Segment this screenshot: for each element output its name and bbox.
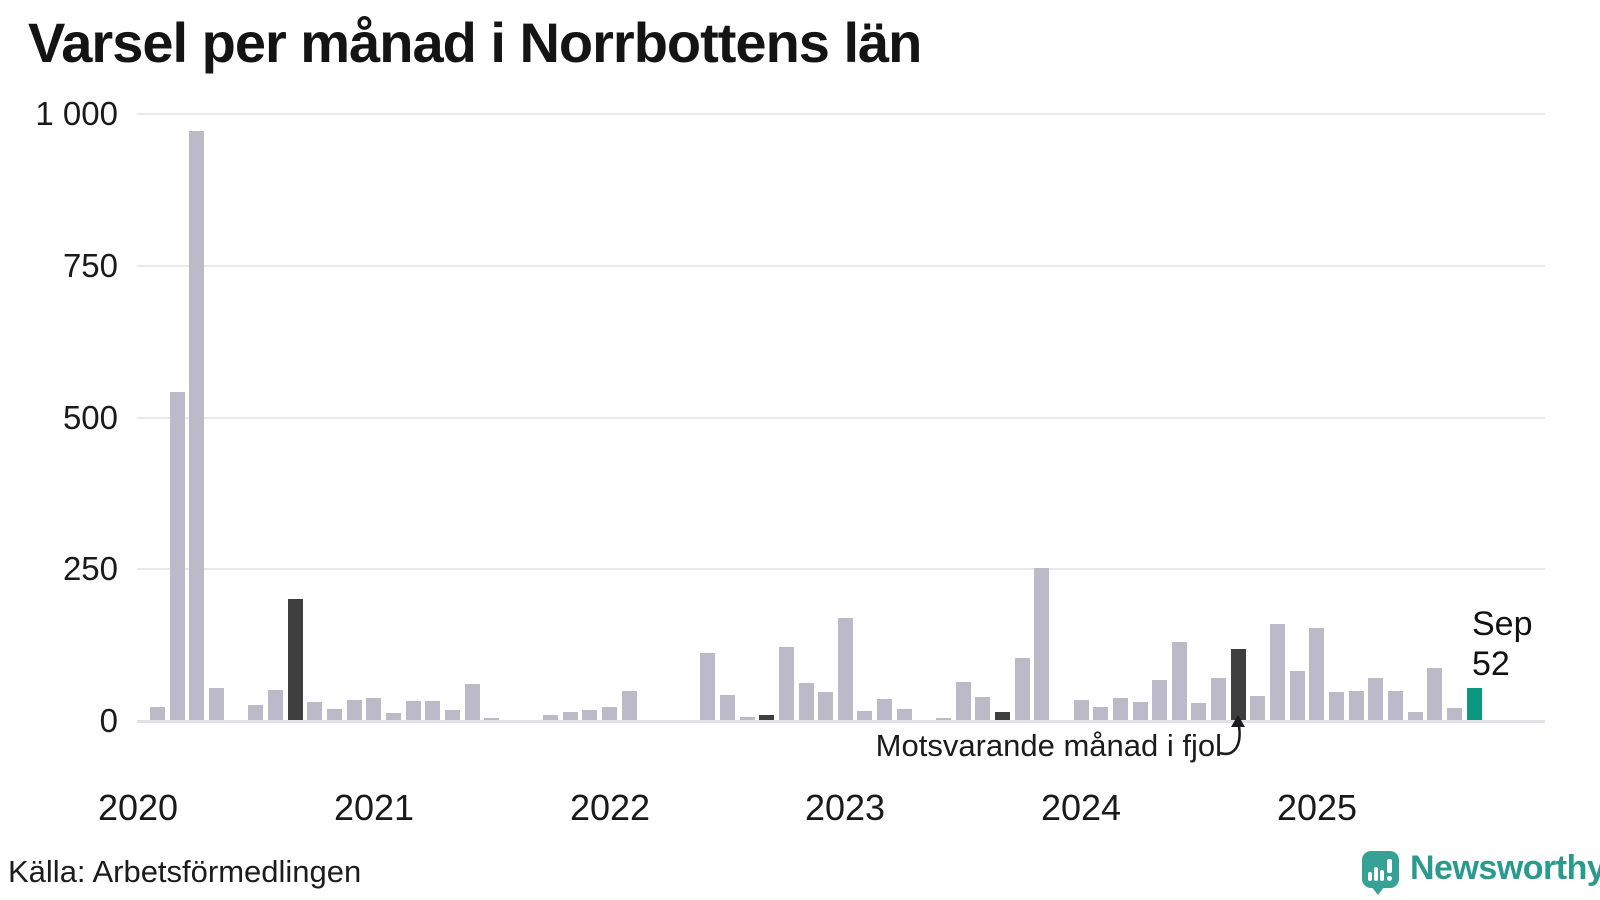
bar-2025-06	[1408, 712, 1423, 720]
y-axis-tick-label: 750	[62, 247, 118, 284]
x-axis-year-label-2021: 2021	[333, 787, 415, 828]
bar-2025-01	[1309, 628, 1324, 720]
bar-2025-07	[1427, 668, 1442, 720]
bar-2020-10	[307, 702, 322, 720]
bar-2024-07	[1191, 703, 1206, 720]
bar-2022-10	[779, 647, 794, 720]
bar-2023-10	[1015, 658, 1030, 720]
gridline-y-750	[137, 265, 1545, 267]
gridline-y-500	[137, 417, 1545, 419]
bar-2021-07	[484, 718, 499, 720]
bar-2025-03	[1349, 691, 1364, 720]
bar-2024-04	[1133, 702, 1148, 720]
bar-2020-12	[347, 700, 362, 720]
x-axis-year-label-2022: 2022	[569, 787, 651, 828]
bar-2023-03	[877, 699, 892, 720]
bar-2021-04	[425, 701, 440, 720]
bar-2025-09	[1467, 688, 1482, 720]
bar-2022-01	[602, 707, 617, 720]
bar-2023-09	[995, 712, 1010, 720]
bar-2022-11	[799, 683, 814, 720]
bar-2024-01	[1074, 700, 1089, 720]
bar-2020-07	[248, 705, 263, 720]
gridline-y-250	[137, 568, 1545, 570]
bar-2020-08	[268, 690, 283, 720]
bar-2020-04	[189, 131, 204, 720]
bar-2022-07	[720, 695, 735, 720]
bar-2025-04	[1368, 678, 1383, 720]
bar-2023-04	[897, 709, 912, 720]
bar-2022-08	[740, 717, 755, 720]
bar-2023-07	[956, 682, 971, 720]
bar-2022-06	[700, 653, 715, 720]
bar-2020-11	[327, 709, 342, 720]
bar-2024-05	[1152, 680, 1167, 720]
bar-2022-09	[759, 715, 774, 720]
bar-2024-12	[1290, 671, 1305, 720]
bar-2021-12	[582, 710, 597, 720]
gridline-y-1000	[137, 113, 1545, 115]
bar-2021-06	[465, 684, 480, 720]
gridline-y-0	[137, 720, 1545, 723]
bar-2025-05	[1388, 691, 1403, 720]
bar-2021-01	[366, 698, 381, 720]
bar-2023-02	[857, 711, 872, 720]
bar-2021-05	[445, 710, 460, 720]
x-axis-year-label-2025: 2025	[1276, 787, 1358, 828]
bar-2024-11	[1270, 624, 1285, 720]
y-axis-tick-label: 500	[62, 399, 118, 436]
bar-2021-02	[386, 713, 401, 720]
bar-2020-05	[209, 688, 224, 720]
y-axis-tick-label: 1 000	[35, 95, 118, 132]
y-axis-tick-label: 250	[62, 550, 118, 587]
bar-2023-01	[838, 618, 853, 720]
bar-2021-11	[563, 712, 578, 720]
bar-2024-09	[1231, 649, 1246, 720]
bar-2022-12	[818, 692, 833, 720]
bar-2021-10	[543, 715, 558, 720]
bar-2020-03	[170, 392, 185, 720]
bar-2023-08	[975, 697, 990, 720]
bar-2024-02	[1093, 707, 1108, 720]
source-label: Källa: Arbetsförmedlingen	[8, 854, 362, 889]
newsworthy-logo-text: Newsworthy	[1410, 849, 1600, 887]
bar-2025-02	[1329, 692, 1344, 720]
x-axis-year-label-2020: 2020	[97, 787, 179, 828]
current-month-value: 52	[1472, 645, 1510, 683]
bar-2024-03	[1113, 698, 1128, 720]
bar-2025-08	[1447, 708, 1462, 720]
y-axis-tick-label: 0	[99, 702, 118, 739]
bar-2023-06	[936, 718, 951, 720]
bar-2022-02	[622, 691, 637, 720]
bar-2024-06	[1172, 642, 1187, 720]
x-axis-year-label-2023: 2023	[804, 787, 886, 828]
current-month-label: Sep 52	[1472, 604, 1533, 684]
x-axis-year-label-2024: 2024	[1040, 787, 1122, 828]
bar-2023-11	[1034, 568, 1049, 720]
annotation-arrow-icon	[1219, 715, 1245, 756]
chart-title: Varsel per månad i Norrbottens län	[28, 11, 922, 74]
bar-2024-10	[1250, 696, 1265, 720]
bar-2021-03	[406, 701, 421, 720]
bar-2020-02	[150, 707, 165, 720]
bar-2024-08	[1211, 678, 1226, 720]
annotation-label: Motsvarande månad i fjol	[875, 728, 1222, 763]
current-month-name: Sep	[1472, 605, 1533, 643]
bar-2020-09	[288, 599, 303, 720]
